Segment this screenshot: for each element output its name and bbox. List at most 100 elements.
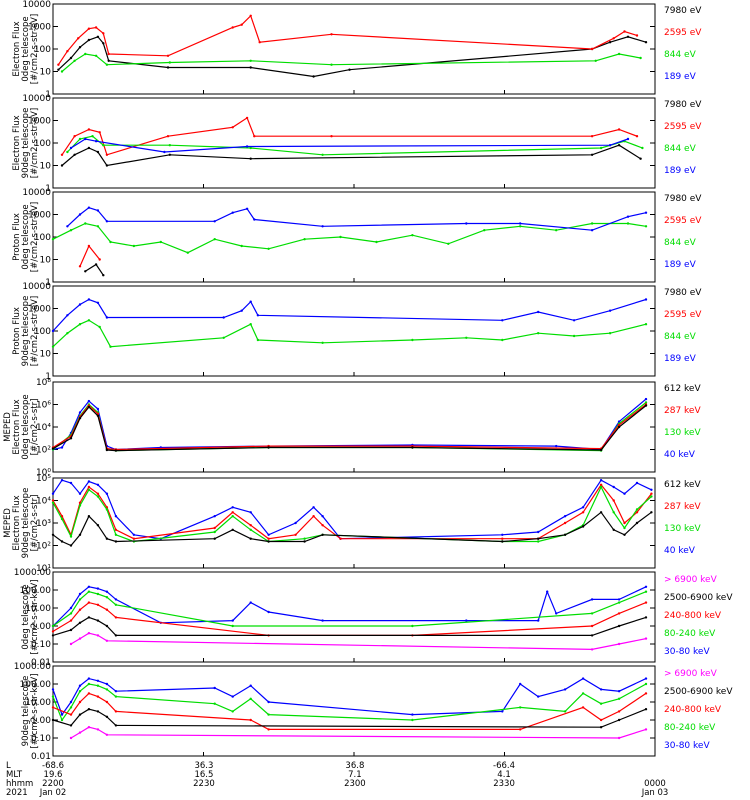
data-point xyxy=(51,238,55,241)
data-point xyxy=(626,222,630,225)
data-point xyxy=(78,533,82,536)
series-line xyxy=(61,53,641,72)
data-point xyxy=(501,533,504,536)
x-tick-label: 16.5 xyxy=(194,770,213,780)
data-point xyxy=(96,225,100,228)
data-point xyxy=(644,225,648,228)
y-tick-label: 100 xyxy=(34,233,51,243)
data-point xyxy=(78,213,82,216)
data-point xyxy=(96,587,100,590)
data-point xyxy=(96,150,100,154)
panel-frame xyxy=(52,191,656,283)
data-point xyxy=(51,718,55,722)
data-point xyxy=(590,47,594,51)
data-point xyxy=(231,515,234,518)
data-point xyxy=(107,52,110,56)
data-point xyxy=(66,314,69,317)
data-point xyxy=(590,222,594,225)
data-point xyxy=(105,700,109,704)
data-point xyxy=(96,209,100,212)
data-point xyxy=(105,682,109,686)
data-point xyxy=(599,485,603,489)
data-point xyxy=(105,508,109,511)
data-point xyxy=(249,524,252,527)
series-line xyxy=(52,398,647,451)
data-point xyxy=(321,524,324,527)
y-tick-label: 10⁴ xyxy=(36,497,51,507)
legend-entry: 7980 eV xyxy=(664,6,702,16)
data-point xyxy=(537,540,540,543)
data-point xyxy=(465,619,468,622)
y-tick-label: 1000.00 xyxy=(14,568,51,578)
data-point xyxy=(69,736,73,740)
series-line xyxy=(66,207,647,231)
data-point xyxy=(599,483,603,486)
data-point xyxy=(96,634,100,637)
legend-entry: 130 keV xyxy=(664,428,701,438)
data-point xyxy=(519,682,522,686)
y-tick-label: 10000 xyxy=(22,94,51,104)
data-point xyxy=(650,492,653,495)
data-point xyxy=(114,603,118,606)
data-point xyxy=(245,145,249,148)
data-point xyxy=(87,146,91,150)
data-point xyxy=(249,300,252,303)
data-point xyxy=(69,146,73,150)
series-line xyxy=(52,298,647,332)
data-point xyxy=(96,35,100,38)
data-point xyxy=(73,59,76,62)
y-axis-label: Electron Flux xyxy=(12,21,22,76)
data-point xyxy=(465,222,468,225)
y-tick-label: 10.00 xyxy=(25,698,51,708)
data-point xyxy=(69,628,73,632)
data-point xyxy=(69,706,73,709)
x-tick-label: -66.4 xyxy=(493,761,515,771)
data-point xyxy=(51,345,55,348)
data-point xyxy=(581,677,585,680)
y-axis-label: 0deg telescope xyxy=(21,394,31,459)
data-point xyxy=(78,700,82,704)
x-tick-label: 36.8 xyxy=(345,761,364,771)
data-point xyxy=(608,41,612,44)
data-point xyxy=(60,153,64,156)
x-tick-label: 2230 xyxy=(193,779,215,789)
series-line xyxy=(52,683,647,722)
panel-frame xyxy=(52,3,656,95)
data-point xyxy=(114,724,118,727)
data-point xyxy=(60,446,64,449)
y-tick-label: 1.00 xyxy=(31,622,51,632)
legend-entry: 80-240 keV xyxy=(664,723,716,733)
data-point xyxy=(114,690,118,693)
data-point xyxy=(87,27,91,30)
series-line xyxy=(52,402,647,452)
data-point xyxy=(96,524,100,527)
data-point xyxy=(581,692,585,695)
data-point xyxy=(590,229,594,232)
data-point xyxy=(267,728,270,731)
data-point xyxy=(599,718,603,722)
y-axis-label: 0deg telescope xyxy=(21,584,31,649)
data-point xyxy=(231,710,234,713)
data-point xyxy=(590,135,594,138)
y-tick-label: 10⁰ xyxy=(36,468,51,478)
data-point xyxy=(102,42,105,45)
x-row-label: hhmm xyxy=(6,779,33,789)
data-point xyxy=(78,731,82,734)
data-point xyxy=(563,688,567,691)
data-point xyxy=(321,225,324,228)
data-point xyxy=(51,630,55,633)
series-line xyxy=(52,404,647,451)
data-point xyxy=(581,525,585,528)
legend-entry: 287 keV xyxy=(664,502,701,512)
data-point xyxy=(644,708,648,711)
y-tick-label: 10000 xyxy=(22,0,51,10)
data-point xyxy=(105,220,109,223)
data-point xyxy=(612,511,615,514)
data-point xyxy=(69,713,73,716)
data-point xyxy=(51,624,55,628)
data-point xyxy=(84,222,87,225)
data-point xyxy=(73,135,76,138)
data-point xyxy=(213,220,216,223)
data-point xyxy=(644,601,648,604)
